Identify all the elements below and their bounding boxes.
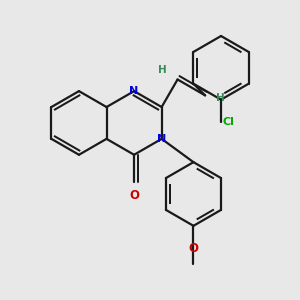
Text: Cl: Cl <box>223 117 235 127</box>
Text: H: H <box>158 65 167 76</box>
Text: N: N <box>130 86 139 96</box>
Text: H: H <box>216 93 224 103</box>
Text: O: O <box>188 242 199 255</box>
Text: N: N <box>157 134 166 144</box>
Text: O: O <box>129 189 139 202</box>
